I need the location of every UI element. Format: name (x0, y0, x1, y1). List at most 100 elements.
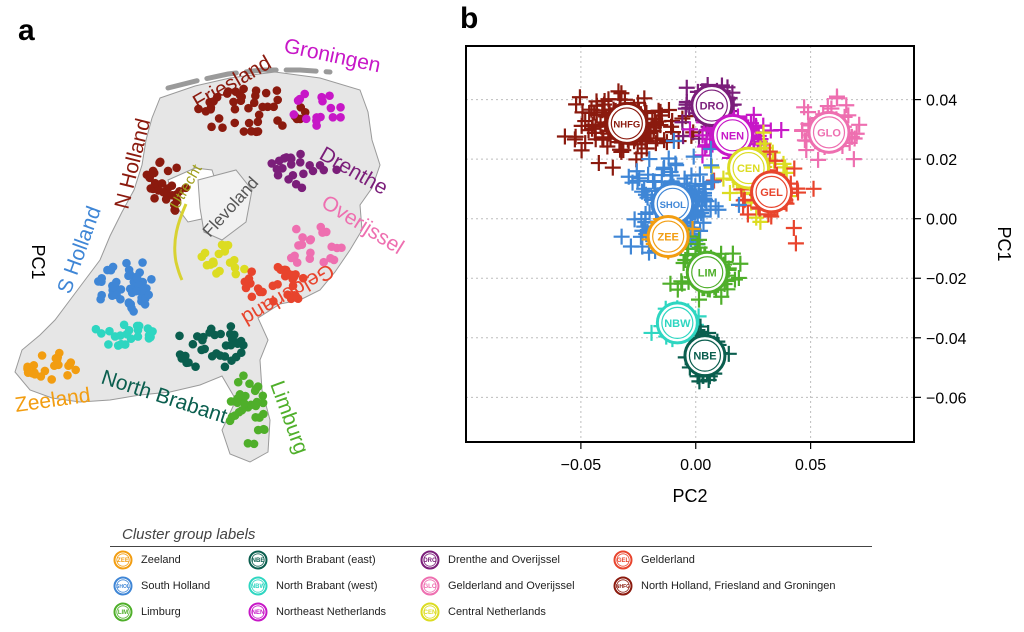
sample-dot (231, 352, 241, 362)
sample-dot (280, 265, 290, 275)
label-zeeland: Zeeland (13, 384, 91, 417)
sample-dot (252, 127, 261, 137)
sample-dot (233, 398, 242, 408)
flevoland-polder (197, 169, 253, 241)
data-point (556, 128, 573, 145)
legend-badge-icon: SHOL (110, 576, 136, 596)
legend-label: Drenthe and Overijssel (448, 554, 560, 566)
sample-dot (244, 103, 253, 113)
data-point (610, 83, 627, 100)
data-point (828, 88, 845, 105)
sample-dot (230, 118, 240, 128)
sample-dot (279, 154, 289, 163)
sample-dot (122, 258, 131, 268)
sample-dot (291, 224, 301, 234)
data-point (658, 134, 675, 151)
sample-dot (215, 351, 225, 360)
sample-dot (258, 287, 267, 297)
sample-dot (127, 303, 136, 313)
map-panel: a PC1 Friesland Groningen N Holland Utre… (13, 14, 408, 463)
legend-label: Limburg (141, 606, 181, 618)
data-point (694, 147, 711, 164)
sample-dot (226, 322, 236, 331)
sample-dot (199, 332, 208, 342)
data-point (586, 104, 603, 121)
sample-dot (317, 92, 326, 102)
panel-b-letter: b (460, 2, 478, 35)
sample-dot (207, 351, 217, 361)
sample-dot (124, 271, 133, 281)
data-point (838, 97, 855, 114)
data-point (703, 157, 720, 174)
sample-dot (94, 277, 103, 286)
netherlands-map (14, 67, 381, 463)
sample-dot (240, 399, 249, 408)
sample-dot (297, 240, 307, 249)
data-point (745, 106, 762, 123)
sample-dot (239, 127, 249, 136)
data-point (732, 255, 749, 272)
data-point (685, 148, 702, 165)
y-tick-label: −0.04 (926, 331, 967, 348)
data-point (596, 96, 613, 113)
legend-label: Zeeland (141, 554, 181, 566)
data-point (739, 206, 756, 223)
legend-item-shol: SHOL South Holland (110, 574, 210, 598)
sample-dot (184, 358, 193, 367)
sample-dot (337, 243, 346, 253)
sample-dot (289, 110, 299, 119)
sample-dot (240, 264, 249, 274)
map-landmass (14, 71, 381, 463)
centroid-label: NEN (721, 130, 744, 142)
sample-dot (226, 397, 236, 406)
sample-dot (220, 362, 230, 372)
sample-dot (47, 375, 56, 384)
legend-label: Gelderland (641, 554, 695, 566)
sample-dot (267, 159, 277, 168)
legend-label: North Brabant (east) (276, 554, 376, 566)
data-point (775, 155, 792, 172)
sample-dot (104, 340, 113, 349)
data-point (755, 124, 772, 141)
sample-dot (259, 409, 268, 419)
sample-dot (181, 351, 190, 361)
data-point (805, 180, 822, 197)
wadden-islands (165, 67, 333, 91)
sample-dot (298, 233, 307, 242)
sample-dot (150, 194, 159, 203)
svg-text:ZEE: ZEE (117, 558, 129, 564)
centroid-nen: NEN (711, 113, 755, 157)
sample-dot (296, 149, 305, 159)
legend-badge-icon: GLO (417, 576, 443, 596)
sample-dot (132, 273, 142, 283)
map-axis-label: PC1 (28, 244, 48, 279)
data-point (810, 151, 827, 168)
legend-label: Northeast Netherlands (276, 606, 387, 618)
sample-dot (253, 425, 263, 435)
sample-dot (325, 91, 334, 101)
legend-item-nbe: NBE North Brabant (east) (245, 548, 376, 572)
sample-dot (319, 257, 329, 267)
data-point (713, 288, 730, 305)
sample-dot (236, 336, 246, 346)
sample-dot (150, 178, 160, 188)
centroid-lim: LIM (685, 250, 729, 294)
centroid-label: NHFG (613, 119, 640, 130)
sample-dot (235, 390, 245, 399)
sample-dot (299, 169, 308, 179)
sample-dot (240, 277, 250, 287)
sample-dot (188, 339, 198, 349)
legend-label: North Brabant (west) (276, 580, 378, 592)
sample-dot (336, 103, 345, 112)
sample-dot (293, 294, 303, 303)
sample-dot (168, 191, 177, 200)
centroid-zee: ZEE (646, 215, 690, 259)
plot-frame (465, 45, 915, 443)
sample-dot (210, 330, 220, 340)
sample-dot (147, 275, 156, 284)
sample-dot (218, 123, 227, 132)
sample-dot (202, 260, 212, 270)
x-axis-title: PC2 (672, 486, 707, 506)
sample-dot (66, 358, 76, 367)
